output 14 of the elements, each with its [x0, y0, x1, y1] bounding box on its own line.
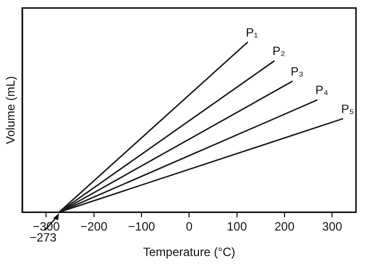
- annotation: −273: [30, 230, 57, 245]
- x-tick-label: 100: [226, 220, 248, 234]
- series-label: P₄: [315, 83, 328, 98]
- series-label: P₅: [341, 102, 354, 116]
- series-label: P₂: [272, 44, 286, 58]
- x-tick-label: −100: [128, 220, 156, 234]
- x-tick-label: 200: [274, 220, 295, 234]
- y-axis-title: Volume (mL): [4, 76, 18, 144]
- x-tick-label: −200: [80, 220, 108, 234]
- x-axis-title: Temperature (°C): [143, 245, 236, 260]
- series-label: P₁: [246, 25, 258, 40]
- x-tick-label: 300: [322, 220, 343, 234]
- series-label: P₃: [290, 64, 304, 78]
- x-tick-label: 0: [186, 220, 193, 234]
